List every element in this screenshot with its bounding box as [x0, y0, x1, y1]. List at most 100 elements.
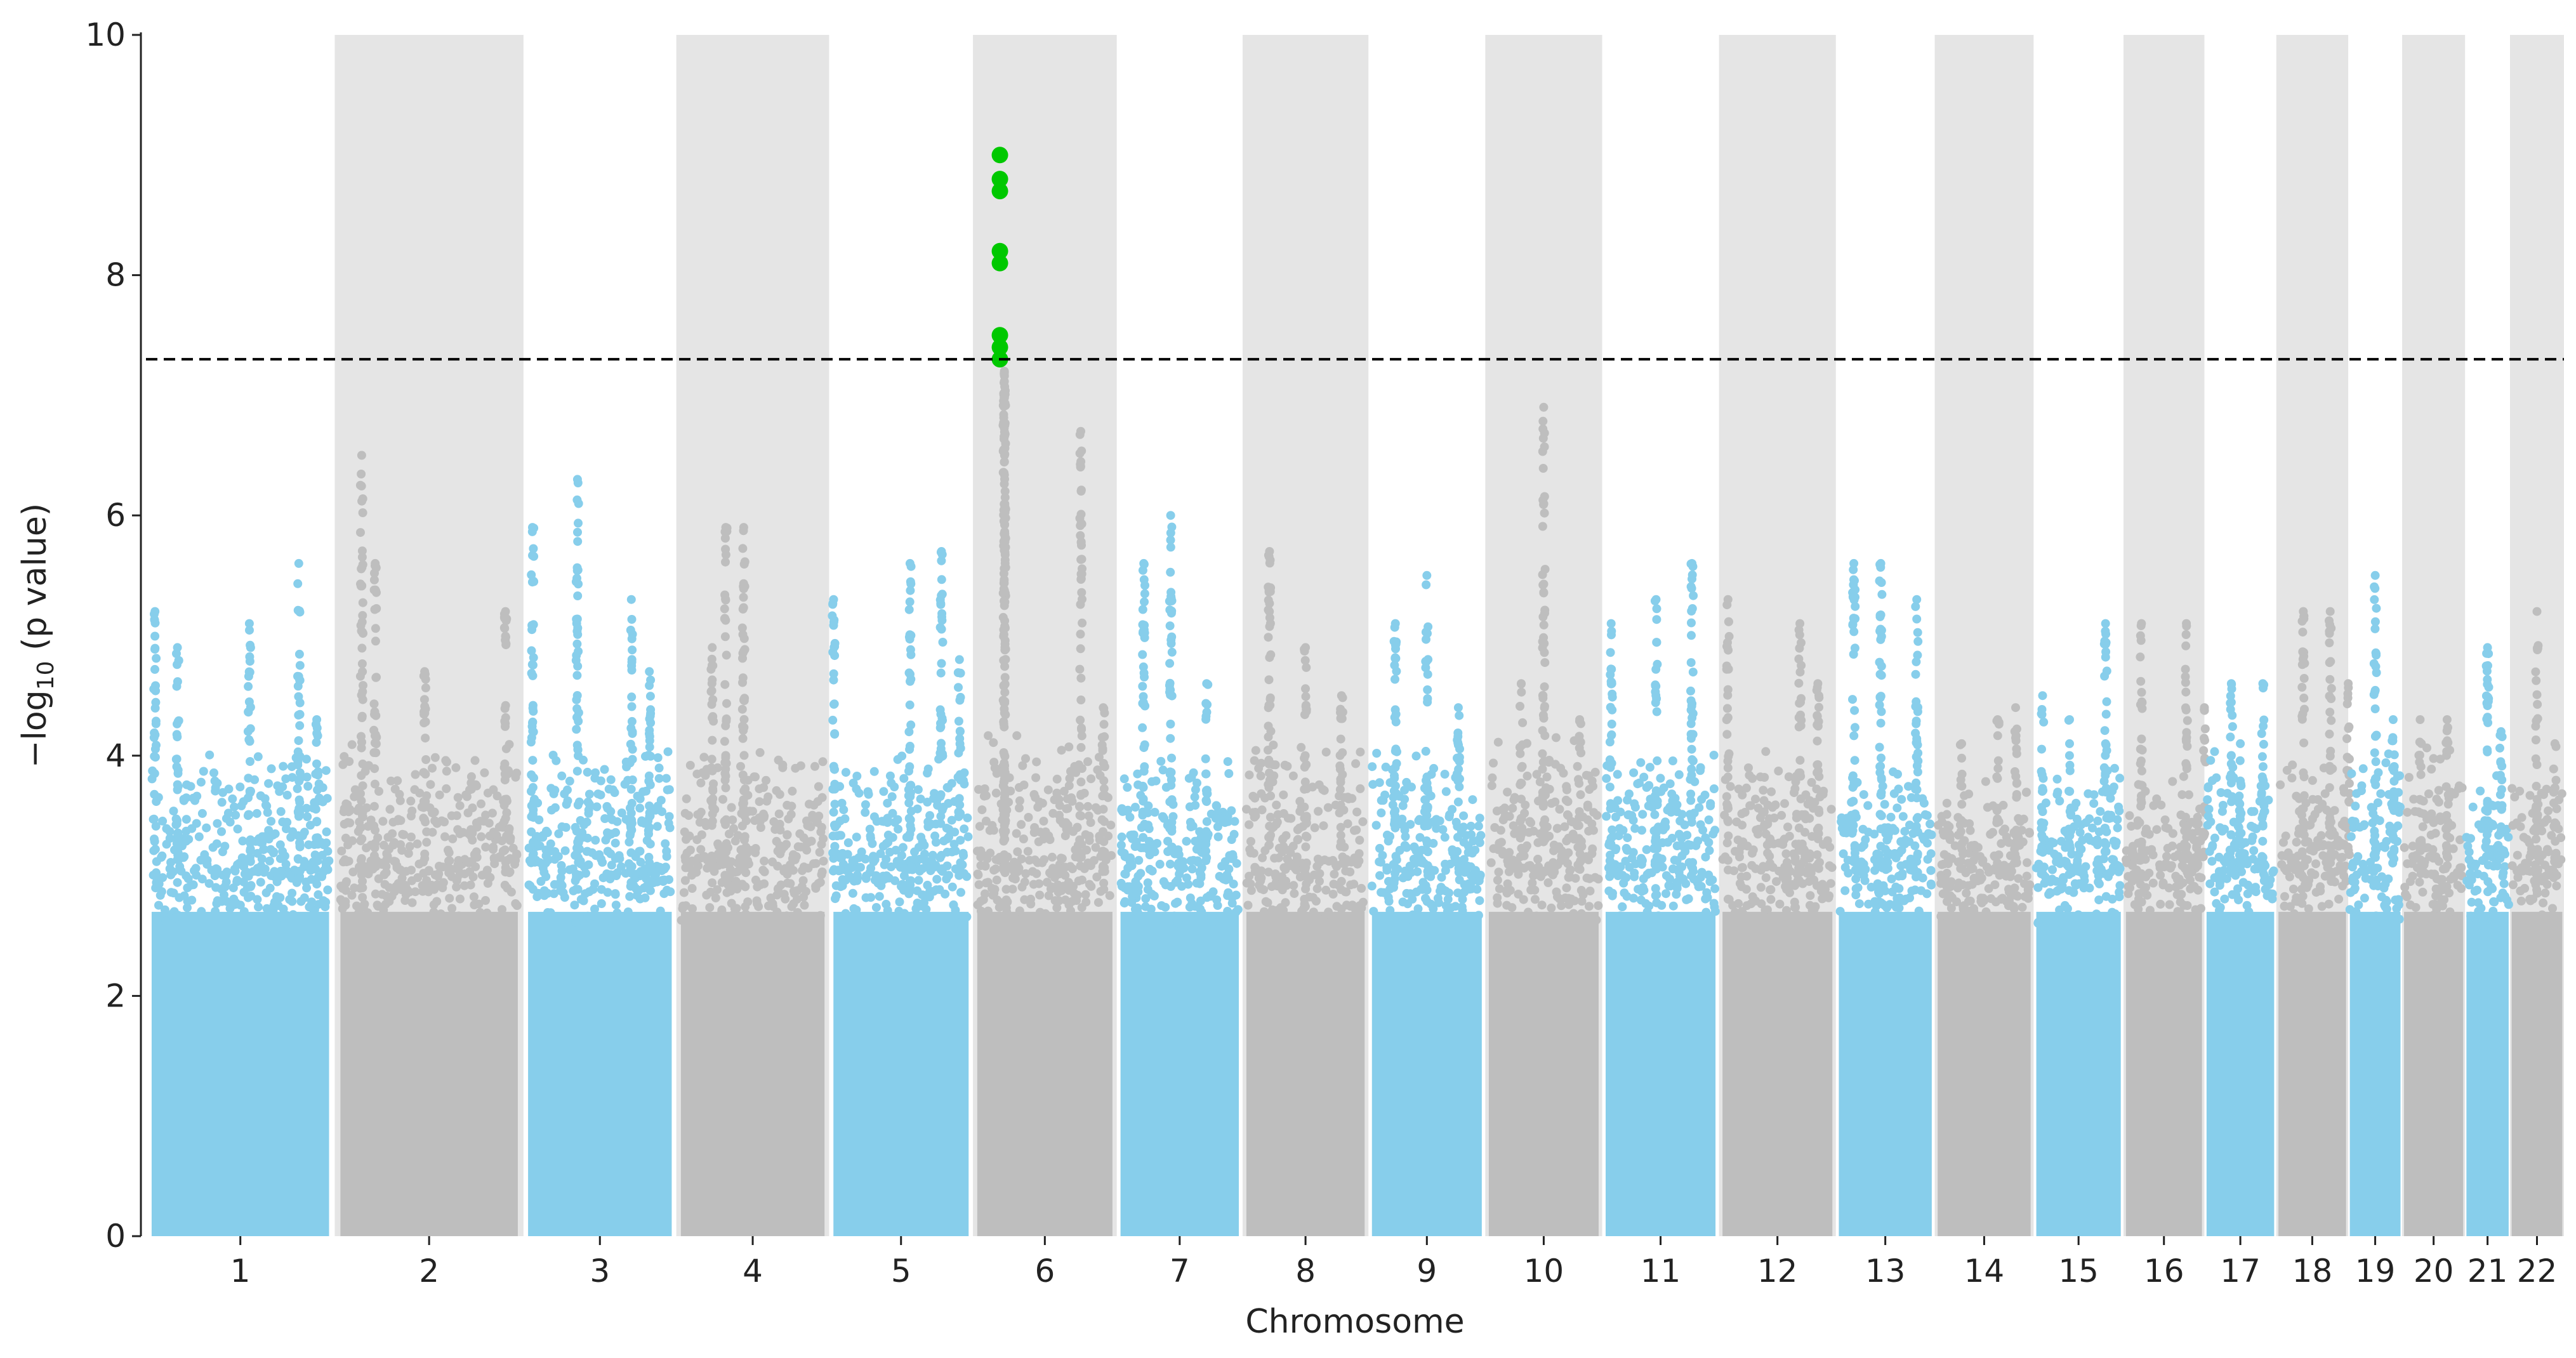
snp-point: [1687, 813, 1696, 822]
snp-point: [1453, 728, 1463, 737]
snp-point: [357, 796, 366, 805]
snp-point: [1099, 805, 1108, 814]
snp-point: [626, 626, 635, 635]
snp-point: [1465, 885, 1474, 894]
snp-point: [1825, 891, 1834, 900]
snp-point: [784, 814, 793, 824]
snp-point: [927, 819, 936, 829]
snp-point: [1728, 900, 1738, 910]
snp-point: [1538, 726, 1547, 735]
snp-point: [1350, 826, 1359, 835]
snp-point: [1837, 813, 1846, 822]
snp-point: [645, 801, 654, 810]
snp-point: [665, 823, 675, 833]
snp-point: [1710, 907, 1720, 916]
snp-point: [1292, 856, 1302, 865]
snp-density-13: [1839, 911, 1932, 1236]
snp-point: [2005, 897, 2014, 906]
snp-point: [1942, 810, 1952, 819]
snp-point: [1964, 881, 1973, 890]
snp-density-4: [680, 911, 825, 1236]
snp-point: [1201, 715, 1211, 724]
snp-point: [149, 733, 159, 742]
snp-point: [1202, 853, 1212, 862]
snp-point: [424, 887, 433, 897]
snp-point: [905, 762, 915, 772]
snp-point: [626, 739, 635, 749]
snp-point: [314, 890, 323, 899]
snp-point: [1246, 837, 1255, 846]
snp-point: [1912, 793, 1922, 803]
snp-point: [186, 782, 195, 791]
snp-point: [1848, 620, 1858, 630]
snp-point: [395, 796, 405, 805]
snp-point: [1983, 803, 1992, 812]
snp-point: [1190, 792, 1199, 801]
snp-point: [843, 838, 853, 847]
snp-point: [529, 653, 538, 663]
snp-point: [1538, 801, 1548, 811]
snp-point: [1045, 835, 1055, 845]
snp-point: [1526, 860, 1535, 870]
snp-point: [1201, 840, 1211, 849]
snp-point: [312, 737, 321, 747]
snp-point: [1556, 763, 1566, 773]
snp-point: [1250, 793, 1260, 803]
snp-point: [1422, 819, 1432, 828]
snp-point: [1192, 778, 1201, 788]
snp-point: [1288, 771, 1298, 781]
snp-point: [737, 623, 747, 633]
snp-point: [977, 906, 986, 916]
snp-point: [302, 803, 311, 813]
snp-point: [496, 852, 505, 861]
snp-point: [356, 789, 365, 798]
snp-point: [887, 779, 896, 788]
snp-point: [640, 893, 650, 902]
snp-point: [1117, 832, 1126, 841]
snp-point: [1140, 589, 1149, 598]
snp-point: [269, 847, 279, 857]
snp-point: [905, 814, 915, 824]
snp-point: [372, 732, 381, 742]
snp-point: [954, 716, 963, 726]
snp-point: [1436, 883, 1446, 892]
snp-point: [1012, 829, 1021, 838]
snp-point: [1585, 887, 1595, 896]
snp-point: [2010, 767, 2019, 776]
snp-point: [1076, 518, 1086, 528]
snp-point: [1813, 760, 1823, 769]
snp-point: [783, 830, 792, 840]
snp-point: [1760, 906, 1770, 915]
snp-point: [627, 702, 637, 711]
snp-point: [741, 913, 750, 923]
snp-point: [905, 700, 915, 709]
snp-point: [1390, 705, 1400, 715]
snp-point: [253, 752, 263, 761]
snp-point: [869, 812, 879, 822]
snp-point: [1747, 848, 1757, 858]
snp-point: [151, 716, 161, 726]
snp-point: [740, 557, 750, 567]
snp-point: [1943, 881, 1953, 890]
snp-point: [1922, 889, 1932, 899]
snp-point: [760, 856, 769, 866]
snp-point: [1734, 784, 1743, 794]
snp-point: [981, 791, 991, 800]
snp-point: [1068, 826, 1078, 836]
snp-point: [1555, 805, 1564, 814]
snp-peak-point: [1993, 715, 2002, 724]
snp-point: [1783, 822, 1792, 832]
snp-point: [340, 752, 349, 761]
snp-point: [313, 785, 322, 794]
snp-point: [1724, 865, 1733, 874]
snp-point: [1761, 873, 1771, 883]
snp-point: [2014, 874, 2023, 883]
snp-point: [279, 904, 288, 914]
snp-point: [1300, 895, 1309, 904]
snp-point: [1564, 848, 1573, 857]
snp-point: [529, 838, 538, 847]
snp-point: [239, 888, 249, 897]
snp-point: [1035, 890, 1045, 900]
snp-point: [938, 638, 948, 647]
snp-point: [293, 760, 303, 770]
